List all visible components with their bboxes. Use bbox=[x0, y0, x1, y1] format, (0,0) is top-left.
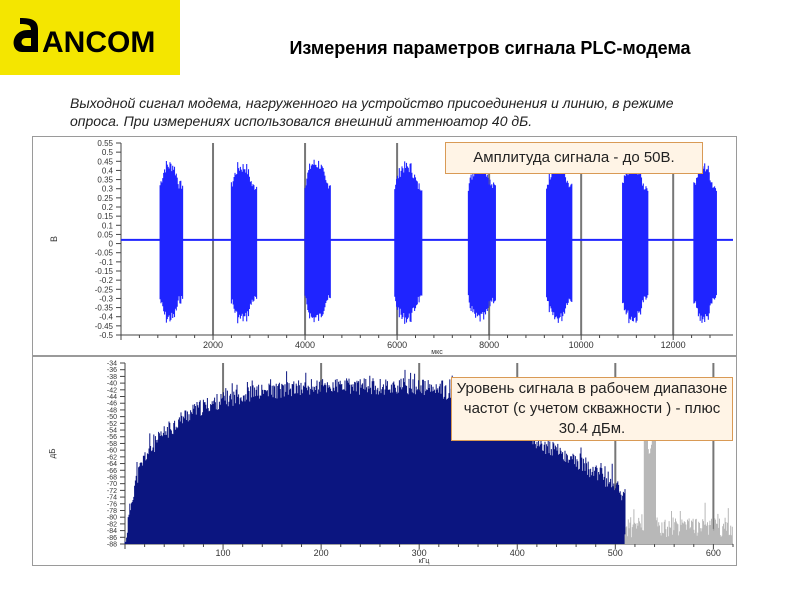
description-text: Выходной сигнал модема, нагруженного на … bbox=[70, 95, 674, 129]
y-axis-label: дБ bbox=[48, 449, 57, 459]
y-tick-label: -0.45 bbox=[95, 322, 114, 331]
y-tick-label: -88 bbox=[107, 542, 117, 549]
x-tick-label: 8000 bbox=[479, 340, 499, 350]
y-tick-label: 0.4 bbox=[102, 166, 114, 175]
y-tick-label: 0.55 bbox=[97, 139, 113, 148]
y-tick-label: -68 bbox=[107, 474, 117, 481]
y-tick-label: 0.25 bbox=[97, 194, 113, 203]
y-tick-label: -82 bbox=[107, 521, 117, 528]
y-tick-label: -0.1 bbox=[99, 258, 113, 267]
signal-burst-8 bbox=[693, 162, 717, 323]
y-tick-label: -76 bbox=[107, 501, 117, 508]
y-tick-label: -72 bbox=[107, 488, 117, 495]
time-domain-chart: 0.550.50.450.40.350.30.250.20.150.10.050… bbox=[49, 139, 733, 355]
signal-burst-fill bbox=[159, 161, 184, 323]
y-tick-label: 0.1 bbox=[102, 221, 114, 230]
logo-text: ANCOM bbox=[42, 26, 155, 59]
ancom-logo-mark: ANCOM bbox=[13, 18, 155, 59]
signal-burst-fill bbox=[304, 159, 331, 323]
y-tick-label: 0.2 bbox=[102, 203, 114, 212]
signal-burst-fill bbox=[693, 162, 717, 323]
x-tick-label: 400 bbox=[510, 548, 525, 558]
x-tick-label: 300 bbox=[412, 548, 427, 558]
y-tick-label: -0.4 bbox=[99, 313, 113, 322]
y-tick-label: 0.15 bbox=[97, 212, 113, 221]
signal-burst-7 bbox=[622, 162, 649, 324]
y-axis-label: В bbox=[49, 236, 59, 242]
y-tick-label: 0.05 bbox=[97, 230, 113, 239]
x-axis-label: кГц bbox=[419, 558, 430, 565]
signal-burst-fill bbox=[467, 163, 496, 322]
level-callout: Уровень сигнала в рабочем диапазоне част… bbox=[451, 377, 733, 441]
y-tick-label: 0 bbox=[109, 240, 114, 249]
y-tick-label: -44 bbox=[107, 394, 117, 401]
page-title: Измерения параметров сигнала PLC-модема bbox=[289, 38, 691, 58]
y-tick-label: -64 bbox=[107, 461, 117, 468]
y-tick-label: -78 bbox=[107, 508, 117, 515]
x-tick-label: 2000 bbox=[203, 340, 223, 350]
signal-burst-4 bbox=[394, 161, 423, 324]
x-tick-label: 12000 bbox=[661, 340, 686, 350]
x-tick-label: 4000 bbox=[295, 340, 315, 350]
y-tick-label: -70 bbox=[107, 481, 117, 488]
y-tick-label: -36 bbox=[107, 367, 117, 374]
y-tick-label: -0.05 bbox=[95, 249, 114, 258]
y-tick-label: -40 bbox=[107, 381, 117, 388]
y-tick-label: -0.25 bbox=[95, 285, 114, 294]
x-tick-label: 100 bbox=[216, 548, 231, 558]
signal-burst-3 bbox=[304, 159, 331, 323]
y-tick-label: -0.3 bbox=[99, 294, 113, 303]
y-tick-label: -60 bbox=[107, 448, 117, 455]
spectrum-noise-floor bbox=[624, 403, 733, 544]
spectrum-signal-band bbox=[124, 369, 626, 544]
amplitude-callout: Амплитуда сигнала - до 50В. bbox=[445, 142, 703, 174]
x-tick-label: 600 bbox=[706, 548, 721, 558]
signal-burst-1 bbox=[159, 161, 184, 323]
y-tick-label: -46 bbox=[107, 401, 117, 408]
y-tick-label: -86 bbox=[107, 535, 117, 542]
y-tick-label: -48 bbox=[107, 407, 117, 414]
x-tick-label: 10000 bbox=[569, 340, 594, 350]
x-axis-label: мкс bbox=[431, 349, 443, 355]
y-tick-label: -80 bbox=[107, 515, 117, 522]
y-tick-label: -38 bbox=[107, 374, 117, 381]
signal-burst-fill bbox=[622, 162, 649, 324]
signal-burst-2 bbox=[230, 162, 258, 324]
signal-burst-fill bbox=[546, 162, 573, 323]
y-tick-label: -0.5 bbox=[99, 331, 113, 340]
x-tick-label: 200 bbox=[314, 548, 329, 558]
y-tick-label: -50 bbox=[107, 414, 117, 421]
y-tick-label: 0.5 bbox=[102, 148, 114, 157]
y-tick-label: 0.45 bbox=[97, 157, 113, 166]
y-tick-label: -54 bbox=[107, 428, 117, 435]
y-tick-label: -42 bbox=[107, 387, 117, 394]
signal-burst-fill bbox=[394, 161, 423, 324]
y-tick-label: -34 bbox=[107, 361, 117, 368]
signal-burst-fill bbox=[230, 162, 258, 324]
y-tick-label: -0.15 bbox=[95, 267, 114, 276]
y-tick-label: -56 bbox=[107, 434, 117, 441]
y-tick-label: 0.3 bbox=[102, 185, 114, 194]
y-tick-label: -58 bbox=[107, 441, 117, 448]
y-tick-label: -66 bbox=[107, 468, 117, 475]
y-tick-label: -84 bbox=[107, 528, 117, 535]
y-tick-label: -0.2 bbox=[99, 276, 113, 285]
y-tick-label: -62 bbox=[107, 454, 117, 461]
x-tick-label: 6000 bbox=[387, 340, 407, 350]
ancom-logo: ANCOM bbox=[0, 0, 180, 75]
signal-burst-5 bbox=[467, 163, 496, 322]
y-tick-label: -74 bbox=[107, 495, 117, 502]
y-tick-label: 0.35 bbox=[97, 176, 113, 185]
y-tick-label: -52 bbox=[107, 421, 117, 428]
x-tick-label: 500 bbox=[608, 548, 623, 558]
spectrum-chart: -34-36-38-40-42-44-46-48-50-52-54-56-58-… bbox=[48, 361, 734, 565]
y-tick-label: -0.35 bbox=[95, 304, 114, 313]
signal-burst-6 bbox=[546, 162, 573, 323]
